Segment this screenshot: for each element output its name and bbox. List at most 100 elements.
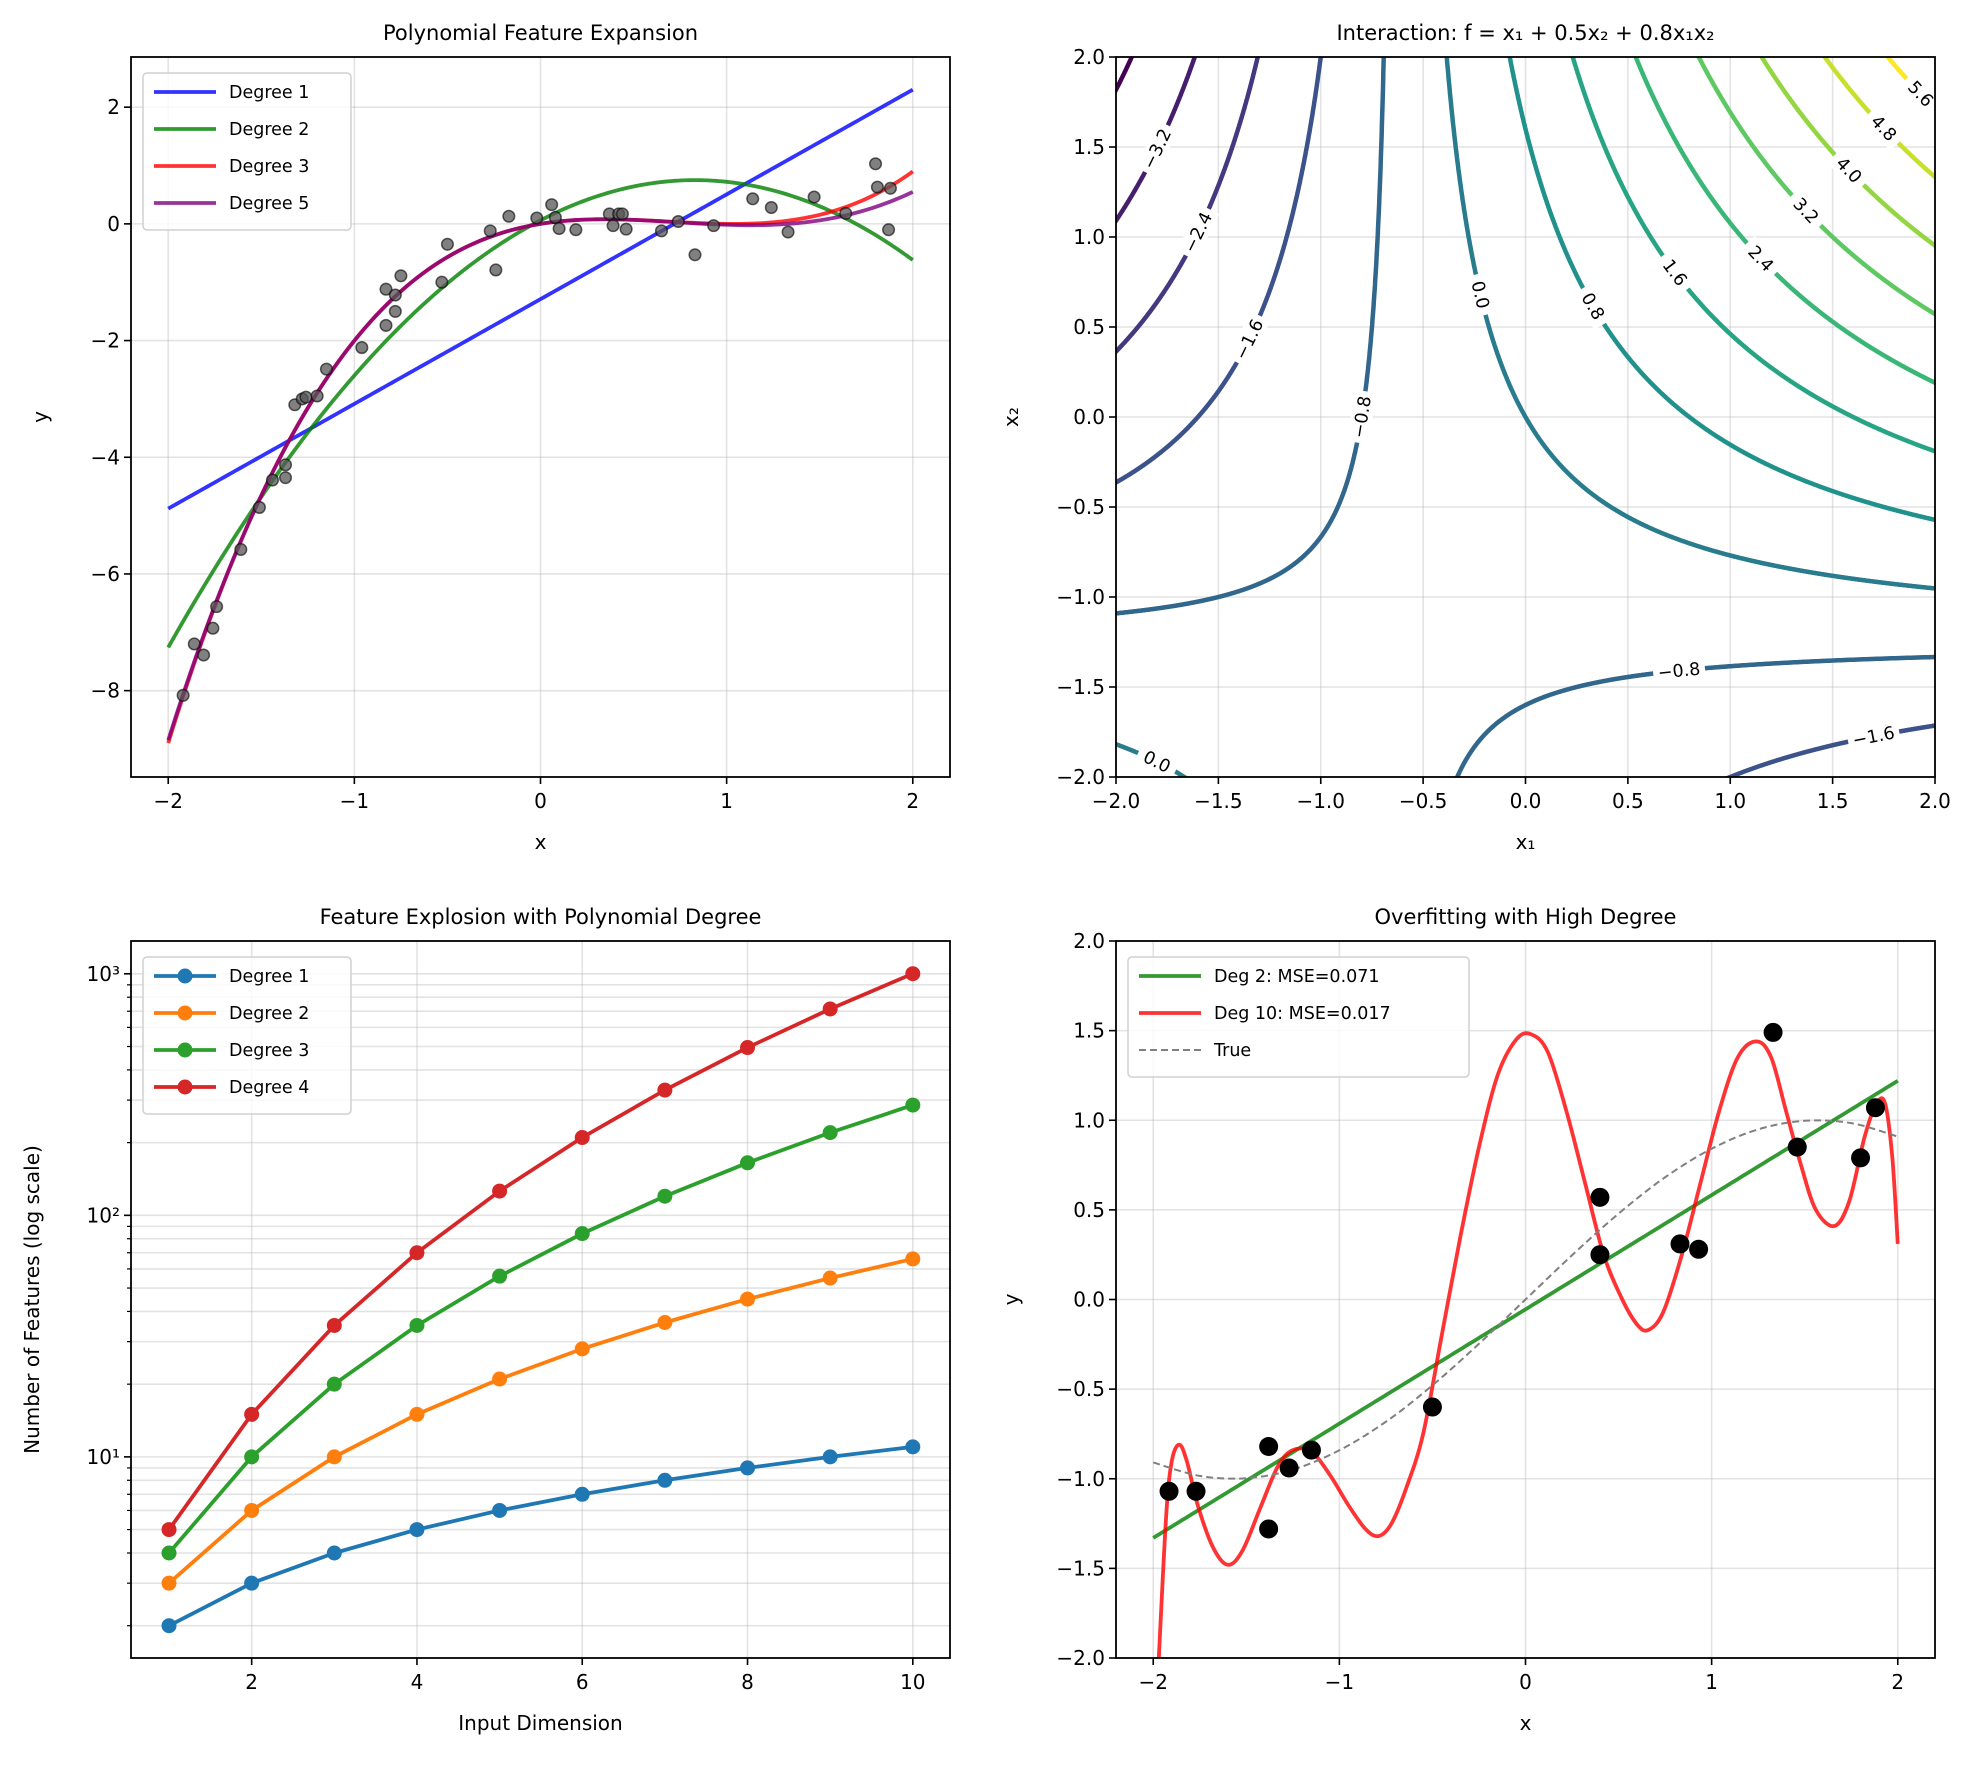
x-tick-label: −0.5 — [1399, 789, 1448, 813]
series-marker — [657, 1082, 673, 1098]
series-marker — [161, 1575, 177, 1591]
contour-line — [1116, 57, 1935, 777]
y-tick-label: 0.0 — [1073, 405, 1105, 429]
series-marker — [161, 1522, 177, 1538]
data-point — [1670, 1234, 1690, 1254]
series-marker — [822, 1449, 838, 1465]
contour-label-gap — [1783, 187, 1829, 234]
series-marker — [326, 1317, 342, 1333]
data-point — [545, 198, 559, 212]
series-line-degree-2 — [167, 1257, 914, 1585]
data-point — [1763, 1022, 1783, 1042]
y-tick-label: 0 — [107, 212, 120, 236]
data-point — [1689, 1239, 1709, 1259]
data-point — [355, 341, 369, 355]
series-marker — [574, 1130, 590, 1146]
y-tick-label: −2.0 — [1056, 1646, 1105, 1670]
series-line-deg-10-mse-0-017 — [1156, 1031, 1900, 1658]
series-line-deg-2-mse-0-071 — [1152, 1079, 1899, 1540]
legend-label: Degree 1 — [229, 967, 309, 987]
series-marker — [822, 1001, 838, 1017]
data-point — [197, 648, 211, 662]
legend: Deg 2: MSE=0.071 Deg 10: MSE=0.017 True — [1127, 956, 1470, 1078]
data-point — [1279, 1458, 1299, 1478]
data-point — [319, 362, 333, 376]
series-marker — [822, 1125, 838, 1141]
legend-box — [142, 956, 352, 1115]
legend-box — [142, 72, 352, 231]
contour-label-gap — [1738, 235, 1784, 282]
contour-line — [1821, 57, 1935, 180]
series-marker — [492, 1183, 508, 1199]
data-point — [1422, 1397, 1442, 1417]
legend-label: Degree 5 — [229, 194, 309, 214]
x-tick-label: 2 — [245, 1670, 258, 1694]
data-point — [210, 600, 224, 614]
y-tick-label: −6 — [91, 562, 120, 586]
data-point — [868, 157, 883, 171]
x-tick-label: 2 — [1891, 1670, 1904, 1694]
x-axis-label: x₁ — [1516, 830, 1536, 854]
y-tick-label: −2 — [91, 329, 120, 353]
contour-label-gap — [1826, 147, 1872, 193]
legend-box — [1127, 956, 1470, 1078]
subplot-3: 2 4 6 8 10 10¹ 10² 10³ Feature Explosion with Po… — [20, 905, 951, 1735]
y-tick-label: −1.5 — [1056, 675, 1105, 699]
data-point — [654, 224, 669, 238]
subplot-4: −2 −1 0 1 2 −2.0 −1.5 −1.0 −0.5 0.0 0.5 1.0 1.5 2.0 Ov… — [999, 905, 1936, 1735]
y-tick-label: −1.0 — [1056, 1467, 1105, 1491]
series-marker — [409, 1245, 425, 1261]
plot-area — [1152, 1022, 1900, 1658]
data-point — [1259, 1519, 1279, 1539]
y-tick-label: −1.5 — [1056, 1556, 1105, 1580]
y-tick-label: −2.0 — [1056, 765, 1105, 789]
x-tick-label: 0 — [534, 789, 547, 813]
subplot-title: Polynomial Feature Expansion — [383, 21, 698, 45]
data-point — [839, 206, 853, 220]
subplot-1: −2 −1 0 1 2 −8 −6 −4 −2 0 2 Polynomial Feature Expa… — [28, 21, 951, 854]
data-point — [707, 219, 721, 233]
subplot-title: Feature Explosion with Polynomial Degree — [320, 905, 762, 929]
x-tick-label: 10 — [900, 1670, 925, 1694]
x-tick-label: 0.0 — [1510, 789, 1542, 813]
data-point — [187, 637, 201, 651]
x-tick-label: 8 — [741, 1670, 754, 1694]
data-point — [388, 288, 402, 302]
legend: Degree 1 Degree 2 Degree 3 Degree 5 — [142, 72, 352, 231]
series-line-degree-3 — [167, 1103, 914, 1555]
series-marker — [905, 1251, 921, 1267]
x-axis-label: x — [1520, 1711, 1532, 1735]
series-marker — [409, 1522, 425, 1538]
data-point — [440, 237, 454, 251]
series-marker — [492, 1371, 508, 1387]
data-point — [1851, 1148, 1871, 1168]
data-point — [234, 542, 248, 556]
data-point — [548, 210, 562, 225]
x-axis-label: x — [535, 830, 547, 854]
data-point — [882, 223, 896, 237]
legend-marker — [177, 968, 193, 984]
series-marker — [574, 1486, 590, 1502]
data-point — [435, 275, 449, 289]
series-marker — [244, 1502, 260, 1518]
data-point — [1301, 1440, 1321, 1460]
legend-marker — [177, 1042, 193, 1058]
contour-label-gap — [1652, 657, 1707, 685]
subplot-title: Interaction: f = x₁ + 0.5x₂ + 0.8x₁x₂ — [1336, 21, 1714, 45]
y-tick-label: 10³ — [87, 962, 120, 986]
contour-label-gap — [1464, 272, 1496, 318]
data-point — [569, 223, 583, 237]
series-marker — [244, 1449, 260, 1465]
series-marker — [574, 1226, 590, 1242]
series-marker — [657, 1188, 673, 1204]
x-tick-label: 2 — [906, 789, 919, 813]
series-marker — [822, 1270, 838, 1286]
series-marker — [161, 1618, 177, 1634]
y-tick-label: −0.5 — [1056, 495, 1105, 519]
series-line-true — [1152, 1119, 1899, 1480]
contour-line — [1116, 57, 1135, 95]
x-tick-label: 1 — [1705, 1670, 1718, 1694]
data-point — [606, 219, 620, 233]
legend-marker — [177, 1079, 193, 1095]
